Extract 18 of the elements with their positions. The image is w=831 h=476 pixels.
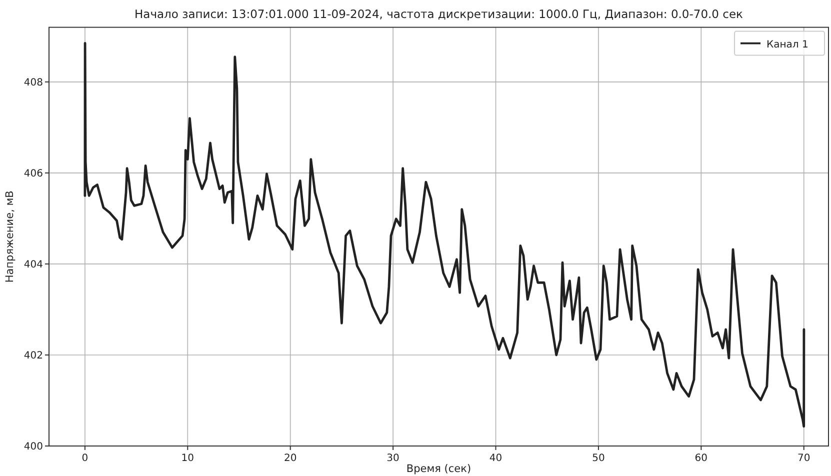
y-tick-label: 402: [24, 350, 43, 362]
chart-title: Начало записи: 13:07:01.000 11-09-2024, частота дискретизации: 1000.0 Гц, Диапазон: 0.0-70.0 сек: [134, 7, 744, 21]
x-tick-label: 50: [592, 453, 605, 464]
line-series: [84, 42, 806, 428]
y-tick-label: 404: [24, 259, 43, 270]
legend-label: Канал 1: [766, 39, 808, 50]
x-axis-title: Время (сек): [406, 463, 472, 475]
x-tick-label: 30: [386, 453, 400, 464]
y-tick-label: 406: [24, 168, 43, 180]
y-tick-label: 400: [24, 442, 43, 452]
x-tick-label: 40: [489, 453, 502, 464]
y-axis-title: Напряжение, мВ: [4, 190, 16, 283]
y-tick-label: 408: [24, 77, 43, 88]
x-tick-label: 70: [797, 453, 810, 464]
x-tick-label: 10: [181, 453, 194, 464]
x-tick-label: 60: [694, 453, 708, 464]
x-tick-label: 0: [82, 453, 88, 464]
x-tick-label: 20: [284, 453, 297, 464]
